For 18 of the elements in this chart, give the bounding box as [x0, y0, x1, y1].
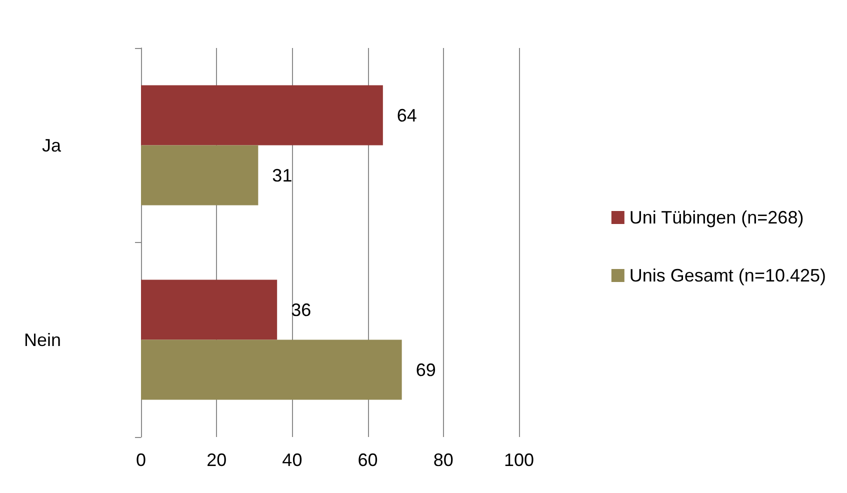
- data-label: 36: [291, 300, 312, 320]
- x-tick-label: 60: [358, 450, 378, 470]
- data-label: 31: [272, 165, 292, 186]
- x-tick-label: 20: [206, 450, 227, 470]
- data-label: 64: [396, 105, 417, 126]
- legend-label: Unis Gesamt (n=10.425): [629, 266, 826, 286]
- bar: [141, 340, 402, 400]
- x-tick-label: 40: [282, 450, 302, 470]
- data-label: 69: [416, 360, 436, 380]
- bar: [141, 145, 258, 206]
- x-tick-label: 100: [504, 450, 534, 470]
- bar: [141, 85, 383, 146]
- legend-label: Uni Tübingen (n=268): [629, 208, 804, 228]
- x-tick-label: 80: [433, 450, 454, 470]
- bar: [141, 280, 278, 340]
- y-tick-label: Nein: [24, 330, 61, 350]
- x-tick-label: 0: [136, 450, 146, 470]
- y-tick-label: Ja: [42, 135, 62, 156]
